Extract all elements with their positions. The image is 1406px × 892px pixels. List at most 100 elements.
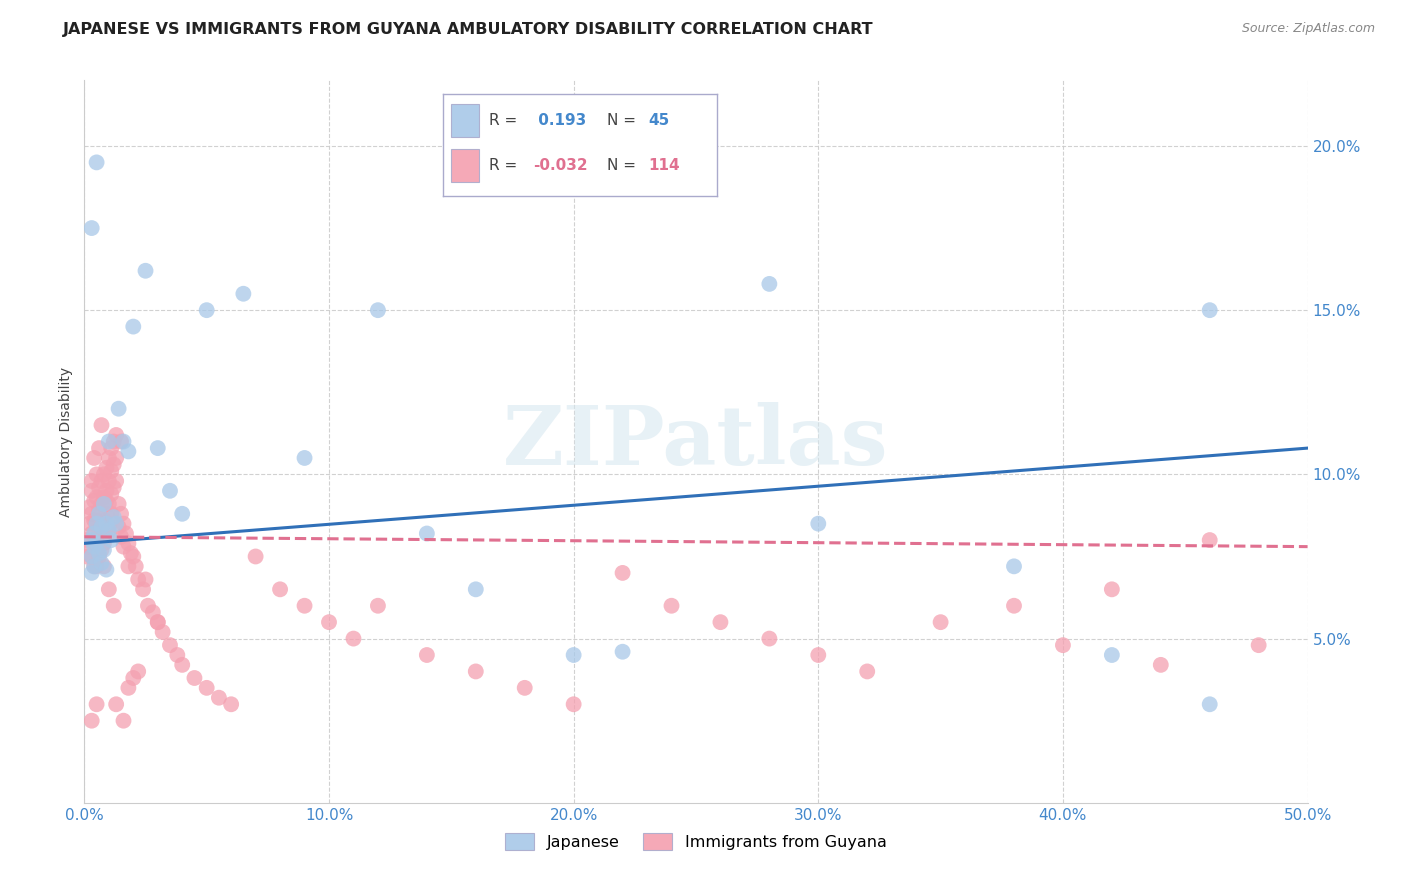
Point xyxy=(86,516,108,531)
Point xyxy=(96,460,118,475)
Point xyxy=(86,536,108,550)
Point xyxy=(318,615,340,630)
Legend: Japanese, Immigrants from Guyana: Japanese, Immigrants from Guyana xyxy=(499,827,893,856)
Point xyxy=(127,665,149,679)
Text: 45: 45 xyxy=(648,112,669,128)
Point xyxy=(1198,533,1220,547)
Text: R =: R = xyxy=(489,112,523,128)
Point xyxy=(117,681,139,695)
Point xyxy=(183,671,205,685)
Point xyxy=(97,520,120,534)
Point xyxy=(105,450,128,465)
Point xyxy=(103,481,125,495)
Point xyxy=(294,450,316,465)
Point xyxy=(1052,638,1074,652)
Point xyxy=(90,556,112,570)
Text: Source: ZipAtlas.com: Source: ZipAtlas.com xyxy=(1241,22,1375,36)
Point xyxy=(93,467,115,482)
Point xyxy=(1198,698,1220,712)
Point xyxy=(103,510,125,524)
Point xyxy=(269,582,291,597)
Point xyxy=(172,657,194,672)
Point xyxy=(97,434,120,449)
Point xyxy=(117,444,139,458)
Point xyxy=(97,497,120,511)
Point xyxy=(100,487,122,501)
Point xyxy=(135,264,157,278)
Point xyxy=(77,500,100,515)
Point xyxy=(1247,638,1270,652)
Point xyxy=(152,625,174,640)
Point xyxy=(90,497,112,511)
Point xyxy=(709,615,731,630)
Point xyxy=(110,507,132,521)
Point xyxy=(76,533,98,547)
Point xyxy=(77,540,100,554)
Bar xyxy=(451,104,478,136)
Point xyxy=(112,714,135,728)
Point xyxy=(83,559,105,574)
Point xyxy=(96,493,118,508)
Point xyxy=(97,582,120,597)
Point xyxy=(807,516,830,531)
Point xyxy=(195,681,218,695)
Point xyxy=(416,526,439,541)
Point xyxy=(122,549,145,564)
Point xyxy=(76,549,98,564)
Point xyxy=(83,526,105,541)
Point xyxy=(117,559,139,574)
Point xyxy=(107,497,129,511)
Point xyxy=(93,559,115,574)
Point xyxy=(367,303,389,318)
Point xyxy=(1198,303,1220,318)
Point xyxy=(195,303,218,318)
Point xyxy=(166,648,188,662)
Y-axis label: Ambulatory Disability: Ambulatory Disability xyxy=(59,367,73,516)
Point xyxy=(1101,648,1123,662)
Point xyxy=(80,483,103,498)
Bar xyxy=(451,149,478,182)
Point xyxy=(97,474,120,488)
Point xyxy=(1002,559,1025,574)
Point xyxy=(110,530,132,544)
Point xyxy=(127,573,149,587)
Point xyxy=(96,516,118,531)
Point xyxy=(86,155,108,169)
Point xyxy=(80,533,103,547)
Point xyxy=(97,523,120,537)
Point xyxy=(103,599,125,613)
Point xyxy=(90,520,112,534)
Point xyxy=(90,520,112,534)
Point xyxy=(146,441,169,455)
Point xyxy=(159,483,181,498)
Point xyxy=(93,542,115,557)
Point xyxy=(120,546,142,560)
Point xyxy=(80,474,103,488)
Point xyxy=(367,599,389,613)
Text: 114: 114 xyxy=(648,158,681,173)
Point xyxy=(83,513,105,527)
Text: JAPANESE VS IMMIGRANTS FROM GUYANA AMBULATORY DISABILITY CORRELATION CHART: JAPANESE VS IMMIGRANTS FROM GUYANA AMBUL… xyxy=(63,22,875,37)
Point xyxy=(86,536,108,550)
Point xyxy=(86,467,108,482)
Point xyxy=(562,648,585,662)
Point xyxy=(464,582,486,597)
Point xyxy=(83,450,105,465)
Point xyxy=(87,481,110,495)
Point xyxy=(80,507,103,521)
Point xyxy=(115,526,138,541)
Point xyxy=(105,474,128,488)
Point xyxy=(416,648,439,662)
Point xyxy=(93,497,115,511)
Point xyxy=(90,418,112,433)
Point xyxy=(122,671,145,685)
Point xyxy=(90,542,112,557)
Point xyxy=(83,540,105,554)
Point xyxy=(294,599,316,613)
Point xyxy=(107,401,129,416)
Point xyxy=(513,681,536,695)
Point xyxy=(661,599,683,613)
Point xyxy=(83,536,105,550)
Point xyxy=(93,513,115,527)
Point xyxy=(856,665,879,679)
